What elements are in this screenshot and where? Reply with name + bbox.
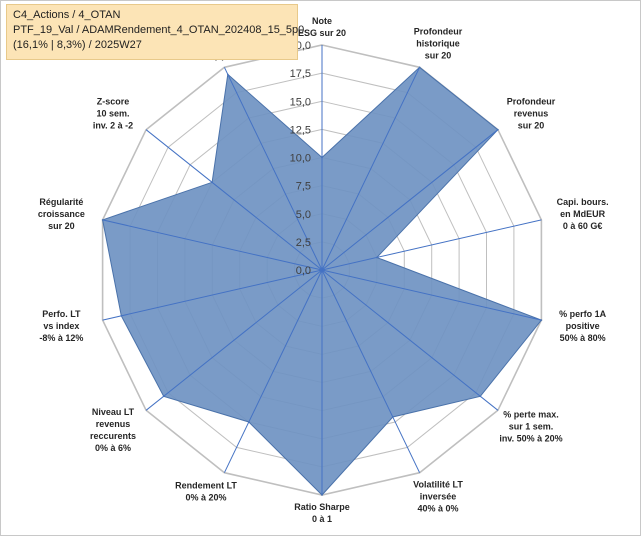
tick-label: 15,0 — [290, 96, 311, 108]
tick-label: 7,5 — [296, 181, 311, 193]
axis-label: Rendement LT 0% à 20% — [175, 481, 237, 503]
portfolio-stats: (16,1% | 8,3%) / 2025W27 — [13, 39, 142, 51]
axis-spoke — [145, 129, 323, 271]
axis-label: Profondeur revenus sur 20 — [507, 96, 556, 130]
axis-label: Régularité croissance sur 20 — [38, 197, 85, 231]
portfolio-info-box: C4_Actions / 4_OTAN PTF_19_Val / ADAMRen… — [6, 4, 305, 60]
axis-label: % perte max. sur 1 sem. inv. 50% à 20% — [499, 410, 562, 444]
axis-spoke — [321, 269, 499, 411]
axis-label: Perfo. LT vs index -8% à 12% — [39, 309, 83, 343]
axis-spoke — [321, 269, 542, 321]
axis-spoke — [321, 129, 499, 271]
axis-label: Niveau LT revenus reccurents 0% à 6% — [90, 407, 136, 453]
tick-label: 12,5 — [290, 124, 311, 136]
axis-label: Profondeur historique sur 20 — [414, 27, 463, 61]
axis-spoke — [102, 269, 323, 321]
axis-spoke — [223, 67, 323, 271]
tick-label: 17,5 — [290, 68, 311, 80]
tick-label: 2,5 — [296, 237, 311, 249]
axis-label: Volatilité LT inversée 40% à 0% — [413, 479, 463, 513]
axis-spoke — [145, 269, 323, 411]
axis-label: Note ESG sur 20 — [298, 16, 346, 38]
portfolio-category: C4_Actions / 4_OTAN — [13, 9, 121, 21]
radar-spokes — [102, 45, 542, 495]
axis-spoke — [321, 269, 421, 473]
tick-label: 5,0 — [296, 209, 311, 221]
portfolio-name: PTF_19_Val / ADAMRendement_4_OTAN_202408… — [13, 24, 305, 36]
axis-labels: Note ESG sur 20 Profondeur historique sur 20… — [38, 16, 609, 524]
axis-label: Z-score 10 sem. inv. 2 à -2 — [93, 96, 133, 130]
axis-label: % perfo 1A positive 50% à 80% — [559, 309, 607, 343]
axis-spoke — [321, 67, 421, 271]
tick-label: 0,0 — [296, 265, 311, 277]
axis-spoke — [321, 219, 542, 271]
axis-label: Capi. bours. en MdEUR 0 à 60 G€ — [557, 197, 609, 231]
radial-ticks: 0,02,55,07,510,012,515,017,520,0 — [290, 40, 311, 277]
axis-spoke — [223, 269, 323, 473]
axis-spoke — [102, 219, 323, 271]
axis-label: Ratio Sharpe 0 à 1 — [294, 502, 350, 524]
tick-label: 10,0 — [290, 153, 311, 165]
